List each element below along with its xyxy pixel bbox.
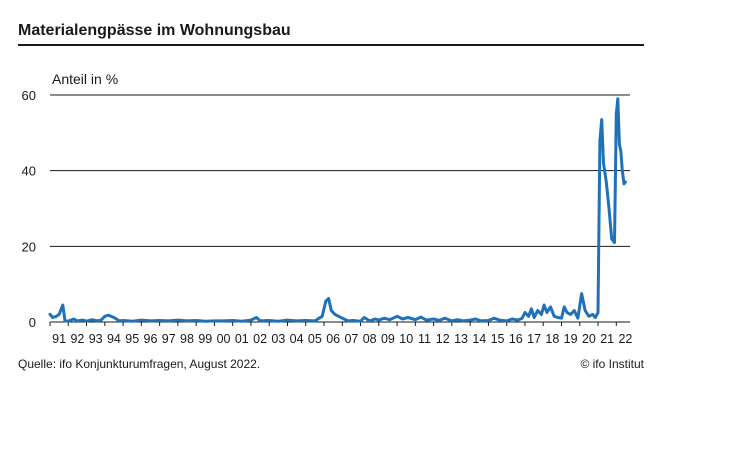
chart-title: Materialengpässe im Wohnungsbau [18, 22, 291, 39]
x-tick-label: 96 [144, 332, 158, 346]
x-tick-label: 98 [180, 332, 194, 346]
x-tick-label: 12 [436, 332, 450, 346]
y-tick-label: 0 [29, 315, 36, 330]
series-line-0 [48, 97, 627, 323]
x-tick-label: 19 [564, 332, 578, 346]
x-tick-label: 22 [618, 332, 632, 346]
gridlines [50, 94, 630, 323]
source-note: Quelle: ifo Konjunkturumfragen, August 2… [18, 357, 261, 371]
series-layer [48, 97, 627, 323]
x-tick-label: 91 [52, 332, 66, 346]
x-tick-label: 05 [308, 332, 322, 346]
x-tick-label: 95 [125, 332, 139, 346]
x-tick-label: 21 [600, 332, 614, 346]
title-rule [18, 44, 644, 46]
x-tick-label: 01 [235, 332, 249, 346]
x-tick-label: 92 [70, 332, 84, 346]
x-tick-label: 06 [326, 332, 340, 346]
x-tick-label: 08 [363, 332, 377, 346]
x-tick-label: 94 [107, 332, 121, 346]
copyright-note: © ifo Institut [580, 357, 644, 371]
x-tick-label: 03 [271, 332, 285, 346]
x-tick-label: 09 [381, 332, 395, 346]
x-tick-label: 04 [290, 332, 304, 346]
x-tick-label: 97 [162, 332, 176, 346]
x-tick-labels: 91 92 93 94 95 96 97 98 99 00 01 02 03 04 05 06 07 08 09 10… [49, 322, 632, 346]
x-tick-label: 16 [509, 332, 523, 346]
x-tick-label: 02 [253, 332, 267, 346]
x-tick-label: 17 [527, 332, 541, 346]
x-tick-label: 20 [582, 332, 596, 346]
x-tick-label: 99 [198, 332, 212, 346]
x-tick-label: 11 [418, 332, 431, 346]
x-tick-label: 93 [89, 332, 103, 346]
y-tick-label: 20 [22, 239, 36, 254]
x-tick-label: 14 [472, 332, 486, 346]
y-tick-label: 40 [22, 164, 36, 179]
x-tick-label: 18 [545, 332, 559, 346]
x-tick-label: 15 [491, 332, 505, 346]
x-tick-label: 00 [217, 332, 231, 346]
y-axis-label: Anteil in % [52, 71, 118, 87]
y-tick-label: 60 [22, 88, 36, 103]
y-tick-labels: 0 20 40 60 [22, 88, 36, 330]
x-tick-label: 13 [454, 332, 468, 346]
x-tick-label: 10 [399, 332, 413, 346]
x-tick-label: 07 [344, 332, 358, 346]
